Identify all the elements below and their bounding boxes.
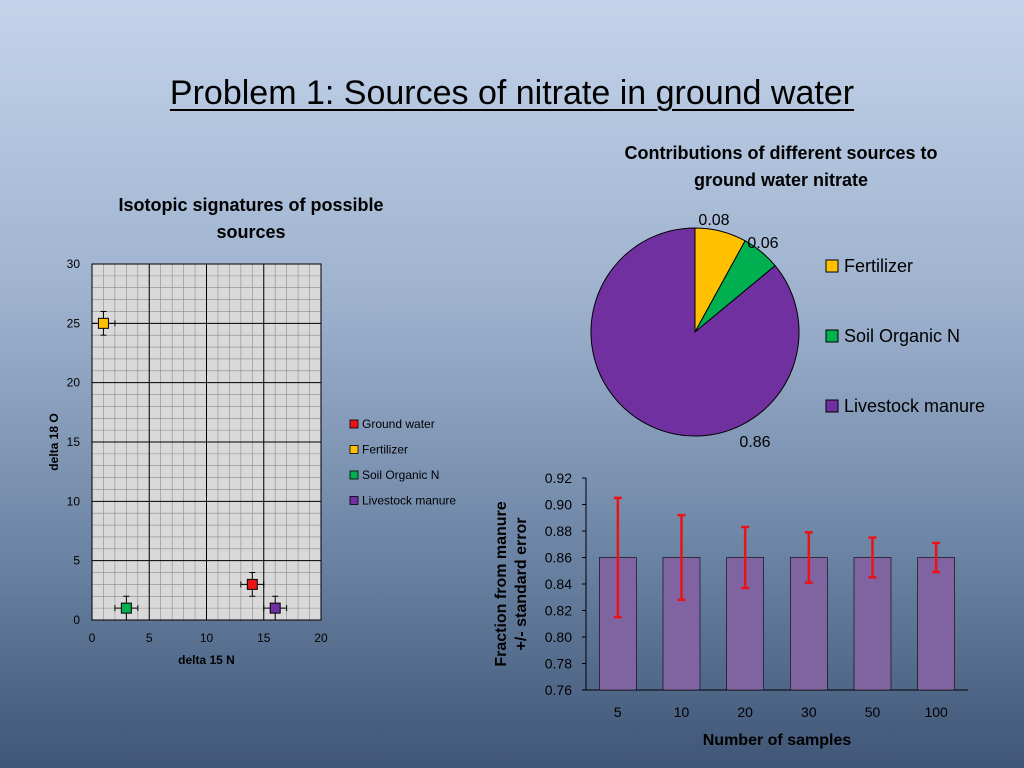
scatter-point [263,595,288,621]
scatter-x-tick-label: 10 [200,631,214,645]
bar-x-tick-label: 50 [865,704,881,720]
slide-title: Problem 1: Sources of nitrate in ground … [169,74,855,112]
bar-y-axis-label-line-2: +/- standard error [513,518,530,651]
scatter-legend-label: Livestock manure [362,494,456,508]
scatter-chart-title: Isotopic signatures of possible sources [118,195,384,242]
bar-x-axis-label: Number of samples [703,732,852,749]
bar-chart: 0.76 0.78 0.80 0.82 0.84 0.86 0.88 0.90 0.92 5 10 2… [493,470,968,749]
bar-y-tick-label: 0.84 [545,576,572,592]
scatter-marker [246,578,258,590]
scatter-legend-label: Soil Organic N [362,468,439,482]
scatter-x-tick-label: 20 [314,631,328,645]
pie-legend-label: Soil Organic N [844,326,960,346]
scatter-x-tick-label: 0 [89,631,96,645]
scatter-point [91,310,116,336]
pie-legend-label: Fertilizer [844,256,913,276]
scatter-y-tick-label: 15 [67,435,81,449]
pie-legend-swatch [825,259,839,273]
scatter-legend-swatch [349,445,359,454]
bar-y-tick-label: 0.80 [545,629,572,645]
scatter-y-tick-label: 10 [67,494,81,508]
scatter-y-tick-label: 20 [67,376,81,390]
bar-y-tick-label: 0.76 [545,682,572,698]
scatter-point [114,595,139,621]
scatter-y-tick-label: 25 [67,316,81,330]
bar-x-tick-label: 10 [674,704,690,720]
scatter-y-axis-label: delta 18 O [47,413,61,470]
bar-x-tick-label: 30 [801,704,817,720]
pie-value-label: 0.06 [747,235,778,252]
bar-x-tick-label: 5 [614,704,622,720]
bar-y-tick-label: 0.92 [545,470,572,486]
scatter-plot-border [91,263,322,621]
pie-slice [590,227,800,437]
scatter-x-tick-label: 5 [146,631,153,645]
bar-x-tick-label: 100 [924,704,948,720]
scatter-legend-swatch [349,470,359,480]
scatter-y-tick-label: 5 [73,554,80,568]
bar [917,557,955,691]
scatter-legend-swatch [349,496,359,505]
bar-y-tick-label: 0.82 [545,603,572,619]
bar-y-tick-label: 0.88 [545,523,572,539]
pie-legend-swatch [825,399,839,413]
scatter-legend-label: Fertilizer [362,443,408,457]
scatter-legend-label: Ground water [362,417,435,431]
bar-y-tick-label: 0.90 [545,497,572,513]
scatter-legend: Ground water Fertilizer Soil Organic N Live… [349,417,456,508]
scatter-chart: 0 5 10 15 20 0 5 10 15 20 25 30 delta 15 N delta 18 O… [47,257,456,667]
pie-legend-swatch [825,329,839,343]
scatter-x-axis-label: delta 15 N [178,653,235,667]
scatter-y-tick-label: 30 [67,257,81,271]
scatter-marker [120,602,132,614]
pie-value-label: 0.08 [698,212,729,229]
bar-y-tick-label: 0.78 [545,656,572,672]
scatter-x-tick-label: 15 [257,631,271,645]
pie-chart: 0.08 0.06 0.86 Fertilizer Soil Organic N Live… [590,212,985,451]
bar-x-tick-label: 20 [737,704,753,720]
bar [853,557,892,691]
scatter-marker [269,602,281,614]
scatter-marker [97,317,109,329]
scatter-legend-swatch [349,419,359,429]
bar-y-axis-label-line-1: Fraction from manure [493,501,510,666]
scatter-y-tick-label: 0 [73,613,80,627]
scatter-point [240,572,265,597]
pie-legend: Fertilizer Soil Organic N Livestock manure [825,256,985,416]
pie-chart-title: Contributions of different sources to gr… [624,143,938,190]
pie-legend-label: Livestock manure [844,396,985,416]
pie-value-label: 0.86 [739,434,770,451]
bar-y-tick-label: 0.86 [545,550,572,566]
